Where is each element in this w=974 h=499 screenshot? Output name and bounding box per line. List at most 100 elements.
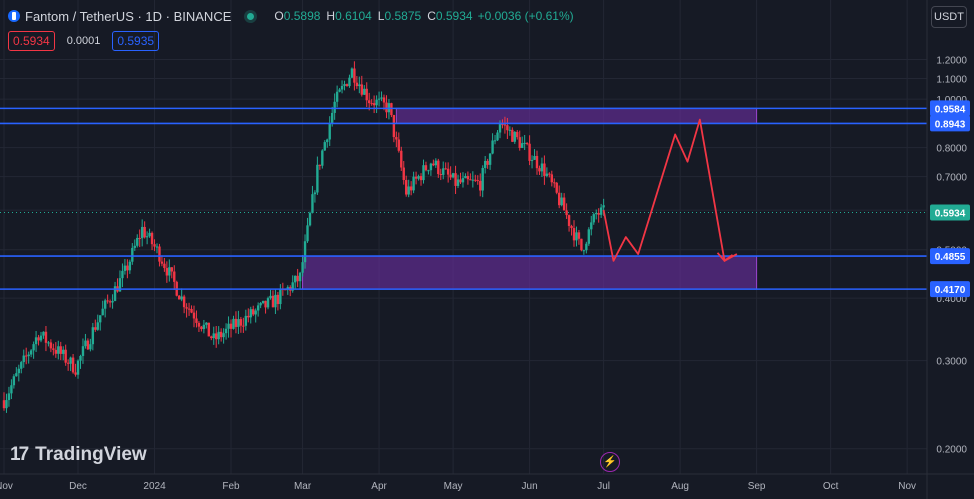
candle-body	[392, 115, 396, 138]
candle-body	[562, 197, 566, 211]
lightning-bolt-icon[interactable]: ⚡	[600, 452, 620, 472]
tradingview-logo-icon: 17	[10, 444, 29, 465]
candle-body	[118, 278, 122, 292]
candle-body	[308, 212, 312, 226]
candle-body	[321, 150, 324, 166]
candle-body	[471, 179, 475, 181]
candle-body	[402, 167, 405, 181]
candle-body	[64, 349, 67, 363]
candle-body	[483, 160, 487, 168]
candle-body	[29, 350, 33, 355]
candle-body	[488, 153, 492, 165]
candle-body	[54, 349, 58, 354]
x-tick-label: Jun	[522, 481, 538, 492]
candle-body	[533, 155, 536, 160]
candle-body	[239, 319, 243, 326]
candle-body	[525, 142, 529, 144]
candle-body	[293, 275, 297, 283]
candle-body	[15, 373, 18, 377]
candle-body	[345, 84, 349, 87]
candle-body	[599, 207, 603, 215]
buy-price-button[interactable]: 0.5935	[112, 31, 160, 51]
candle-body	[296, 275, 299, 282]
candle-body	[518, 137, 521, 148]
candle-body	[363, 88, 366, 95]
projection-path	[602, 118, 738, 262]
candle-body	[486, 160, 489, 165]
candle-body	[47, 342, 50, 344]
candle-body	[224, 328, 228, 334]
candle-body	[279, 288, 282, 305]
candle-body	[558, 192, 561, 206]
candle-body	[249, 309, 252, 318]
candle-body	[252, 309, 255, 315]
level-price-tag-bg	[930, 281, 970, 298]
candle-body	[353, 68, 356, 83]
x-tick-label: 2024	[143, 481, 166, 492]
candle-body	[197, 322, 201, 327]
candle-body	[301, 262, 304, 273]
candle-body	[37, 337, 40, 341]
candle-body	[513, 131, 516, 142]
candle-body	[84, 340, 87, 347]
y-tick-label: 1.2000	[936, 56, 967, 67]
x-tick-label: Nov	[0, 481, 13, 492]
level-price-tag: 0.4170	[935, 285, 966, 296]
currency-selector[interactable]: USDT	[931, 6, 967, 28]
candle-body	[264, 300, 267, 308]
y-tick-label: 0.7000	[936, 173, 967, 184]
candle-body	[160, 261, 164, 264]
candle-body	[560, 197, 563, 206]
x-tick-label: Oct	[823, 481, 839, 492]
candle-body	[59, 346, 62, 354]
candle-body	[567, 215, 571, 226]
candle-body	[276, 294, 280, 305]
level-price-tag-bg	[930, 100, 970, 117]
candle-body	[96, 322, 99, 330]
y-tick-label: 0.8000	[936, 144, 967, 155]
candle-body	[298, 272, 302, 282]
candle-body	[397, 139, 401, 151]
candle-body	[429, 163, 433, 171]
candle-body	[163, 263, 166, 269]
candle-body	[313, 192, 317, 195]
chart-header: Fantom / TetherUS · 1D · BINANCE O 0.5898…	[8, 7, 574, 25]
candle-body	[205, 322, 208, 325]
candle-body	[22, 355, 25, 363]
candle-body	[234, 318, 238, 327]
x-tick-label: Apr	[371, 481, 387, 492]
candle-body	[91, 327, 95, 345]
candle-body	[597, 213, 600, 215]
candle-body	[192, 312, 196, 319]
candle-body	[407, 186, 410, 195]
candle-body	[136, 237, 139, 246]
candle-body	[187, 308, 191, 310]
candle-body	[466, 175, 470, 180]
candle-body	[202, 324, 206, 330]
candle-body	[422, 165, 425, 181]
candle-body	[138, 237, 141, 239]
candle-body	[212, 333, 215, 339]
candle-body	[446, 168, 450, 175]
candle-body	[587, 229, 591, 244]
candle-body	[543, 163, 546, 176]
candle-body	[501, 124, 504, 126]
candle-body	[395, 137, 398, 140]
tradingview-logo[interactable]: 17 TradingView	[10, 444, 147, 466]
candle-body	[553, 182, 556, 184]
candle-body	[148, 232, 151, 237]
candle-body	[511, 129, 514, 142]
candle-body	[592, 214, 595, 223]
candle-body	[153, 244, 156, 247]
candle-body	[538, 168, 541, 172]
candle-body	[545, 173, 549, 176]
symbol-title[interactable]: Fantom / TetherUS · 1D · BINANCE	[25, 8, 232, 24]
candle-body	[62, 349, 65, 354]
sell-price-button[interactable]: 0.5934	[8, 31, 55, 51]
candle-body	[168, 267, 171, 276]
candle-body	[180, 296, 183, 300]
candle-body	[580, 238, 583, 251]
candle-body	[479, 180, 482, 191]
candle-body	[444, 168, 447, 170]
